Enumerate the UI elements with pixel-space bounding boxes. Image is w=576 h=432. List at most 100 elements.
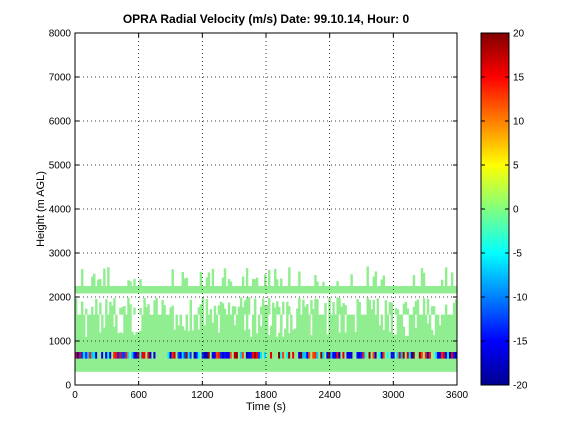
heatmap-cell	[432, 286, 436, 294]
heatmap-cell	[282, 352, 285, 359]
heatmap-cell	[398, 314, 402, 352]
heatmap-cell	[151, 314, 154, 352]
heatmap-cell	[288, 306, 291, 315]
heatmap-cell	[432, 306, 436, 315]
heatmap-cell	[255, 286, 259, 294]
heatmap-cell	[304, 314, 307, 352]
heatmap-cell	[205, 286, 209, 294]
heatmap-cell	[189, 299, 193, 315]
heatmap-cell	[95, 286, 98, 294]
heatmap-cell	[282, 286, 285, 294]
heatmap-cell	[117, 352, 120, 359]
heatmap-cell	[223, 358, 227, 372]
heatmap-cell	[380, 279, 384, 286]
heatmap-cell	[137, 352, 140, 359]
heatmap-cell	[434, 314, 438, 352]
heatmap-cell	[272, 286, 275, 294]
heatmap-cell	[330, 314, 333, 352]
heatmap-cell	[372, 276, 375, 286]
heatmap-cell	[191, 352, 195, 359]
heatmap-cell	[302, 352, 305, 359]
colorbar-tick-label: 10	[513, 117, 525, 128]
heatmap-cell	[378, 352, 381, 359]
heatmap-cell	[422, 298, 426, 315]
heatmap-cell	[354, 331, 357, 352]
heatmap-cell	[143, 358, 146, 372]
heatmap-cell	[298, 297, 301, 315]
heatmap-cell	[416, 352, 420, 359]
heatmap-cell	[183, 278, 186, 286]
heatmap-cell	[141, 286, 144, 294]
heatmap-cell	[440, 358, 444, 372]
heatmap-cell	[245, 358, 249, 372]
heatmap-cell	[382, 358, 386, 372]
heatmap-cell	[388, 358, 392, 372]
heatmap-cell	[270, 352, 273, 359]
heatmap-cell	[89, 352, 92, 359]
heatmap-cell	[396, 352, 400, 359]
heatmap-cell	[217, 286, 221, 294]
heatmap-cell	[382, 352, 386, 359]
heatmap-cell	[205, 358, 209, 372]
heatmap-cell	[211, 286, 215, 294]
heatmap-cell	[424, 352, 428, 359]
heatmap-cell	[300, 352, 303, 359]
heatmap-cell	[231, 286, 235, 294]
heatmap-cell	[179, 286, 182, 294]
heatmap-cell	[332, 302, 335, 315]
heatmap-cell	[284, 358, 287, 372]
heatmap-cell	[155, 358, 158, 372]
heatmap-cell	[380, 352, 384, 359]
heatmap-cell	[360, 352, 363, 359]
heatmap-cell	[139, 286, 142, 294]
heatmap-cell	[410, 352, 414, 359]
heatmap-cell	[133, 286, 136, 294]
heatmap-cell	[133, 358, 136, 372]
heatmap-cell	[334, 352, 337, 359]
x-tick-label: 1200	[191, 390, 214, 401]
heatmap-cell	[209, 358, 213, 372]
heatmap-cell	[390, 352, 394, 359]
heatmap-cell	[358, 286, 361, 294]
heatmap-cell	[398, 352, 402, 359]
grid	[75, 33, 457, 385]
heatmap-cell	[312, 352, 315, 359]
heatmap-cell	[227, 358, 231, 372]
heatmap-cell	[83, 352, 86, 359]
heatmap-cell	[183, 330, 186, 352]
heatmap-cell	[450, 352, 454, 359]
heatmap-cell	[211, 322, 215, 352]
heatmap-cell	[270, 358, 273, 372]
heatmap-cell	[159, 352, 162, 359]
heatmap-cell	[83, 314, 86, 352]
heatmap-cell	[406, 335, 410, 352]
heatmap-cell	[199, 358, 203, 372]
heatmap-cell	[229, 352, 233, 359]
heatmap-cell	[99, 302, 102, 315]
heatmap-cell	[167, 358, 170, 372]
heatmap-cell	[428, 314, 432, 352]
heatmap-cell	[221, 277, 225, 286]
heatmap-cell	[332, 286, 335, 294]
heatmap-cell	[454, 299, 458, 315]
heatmap-cell	[181, 271, 184, 286]
heatmap-cell	[171, 286, 174, 294]
heatmap-cell	[266, 305, 269, 315]
heatmap-cell	[286, 358, 289, 372]
heatmap-cell	[342, 352, 345, 359]
heatmap-cell	[135, 352, 138, 359]
heatmap-cell	[249, 352, 253, 359]
heatmap-cell	[306, 314, 309, 352]
heatmap-cell	[103, 286, 106, 294]
heatmap-cell	[388, 331, 392, 352]
heatmap-cell	[239, 297, 243, 315]
heatmap-cell	[155, 314, 158, 352]
heatmap-cell	[119, 358, 122, 372]
heatmap-cell	[346, 358, 349, 372]
heatmap-cell	[274, 307, 277, 315]
heatmap-cell	[109, 301, 112, 315]
heatmap-cell	[85, 352, 88, 359]
heatmap-cell	[268, 298, 271, 315]
heatmap-cell	[406, 358, 410, 372]
heatmap-cell	[280, 358, 283, 372]
